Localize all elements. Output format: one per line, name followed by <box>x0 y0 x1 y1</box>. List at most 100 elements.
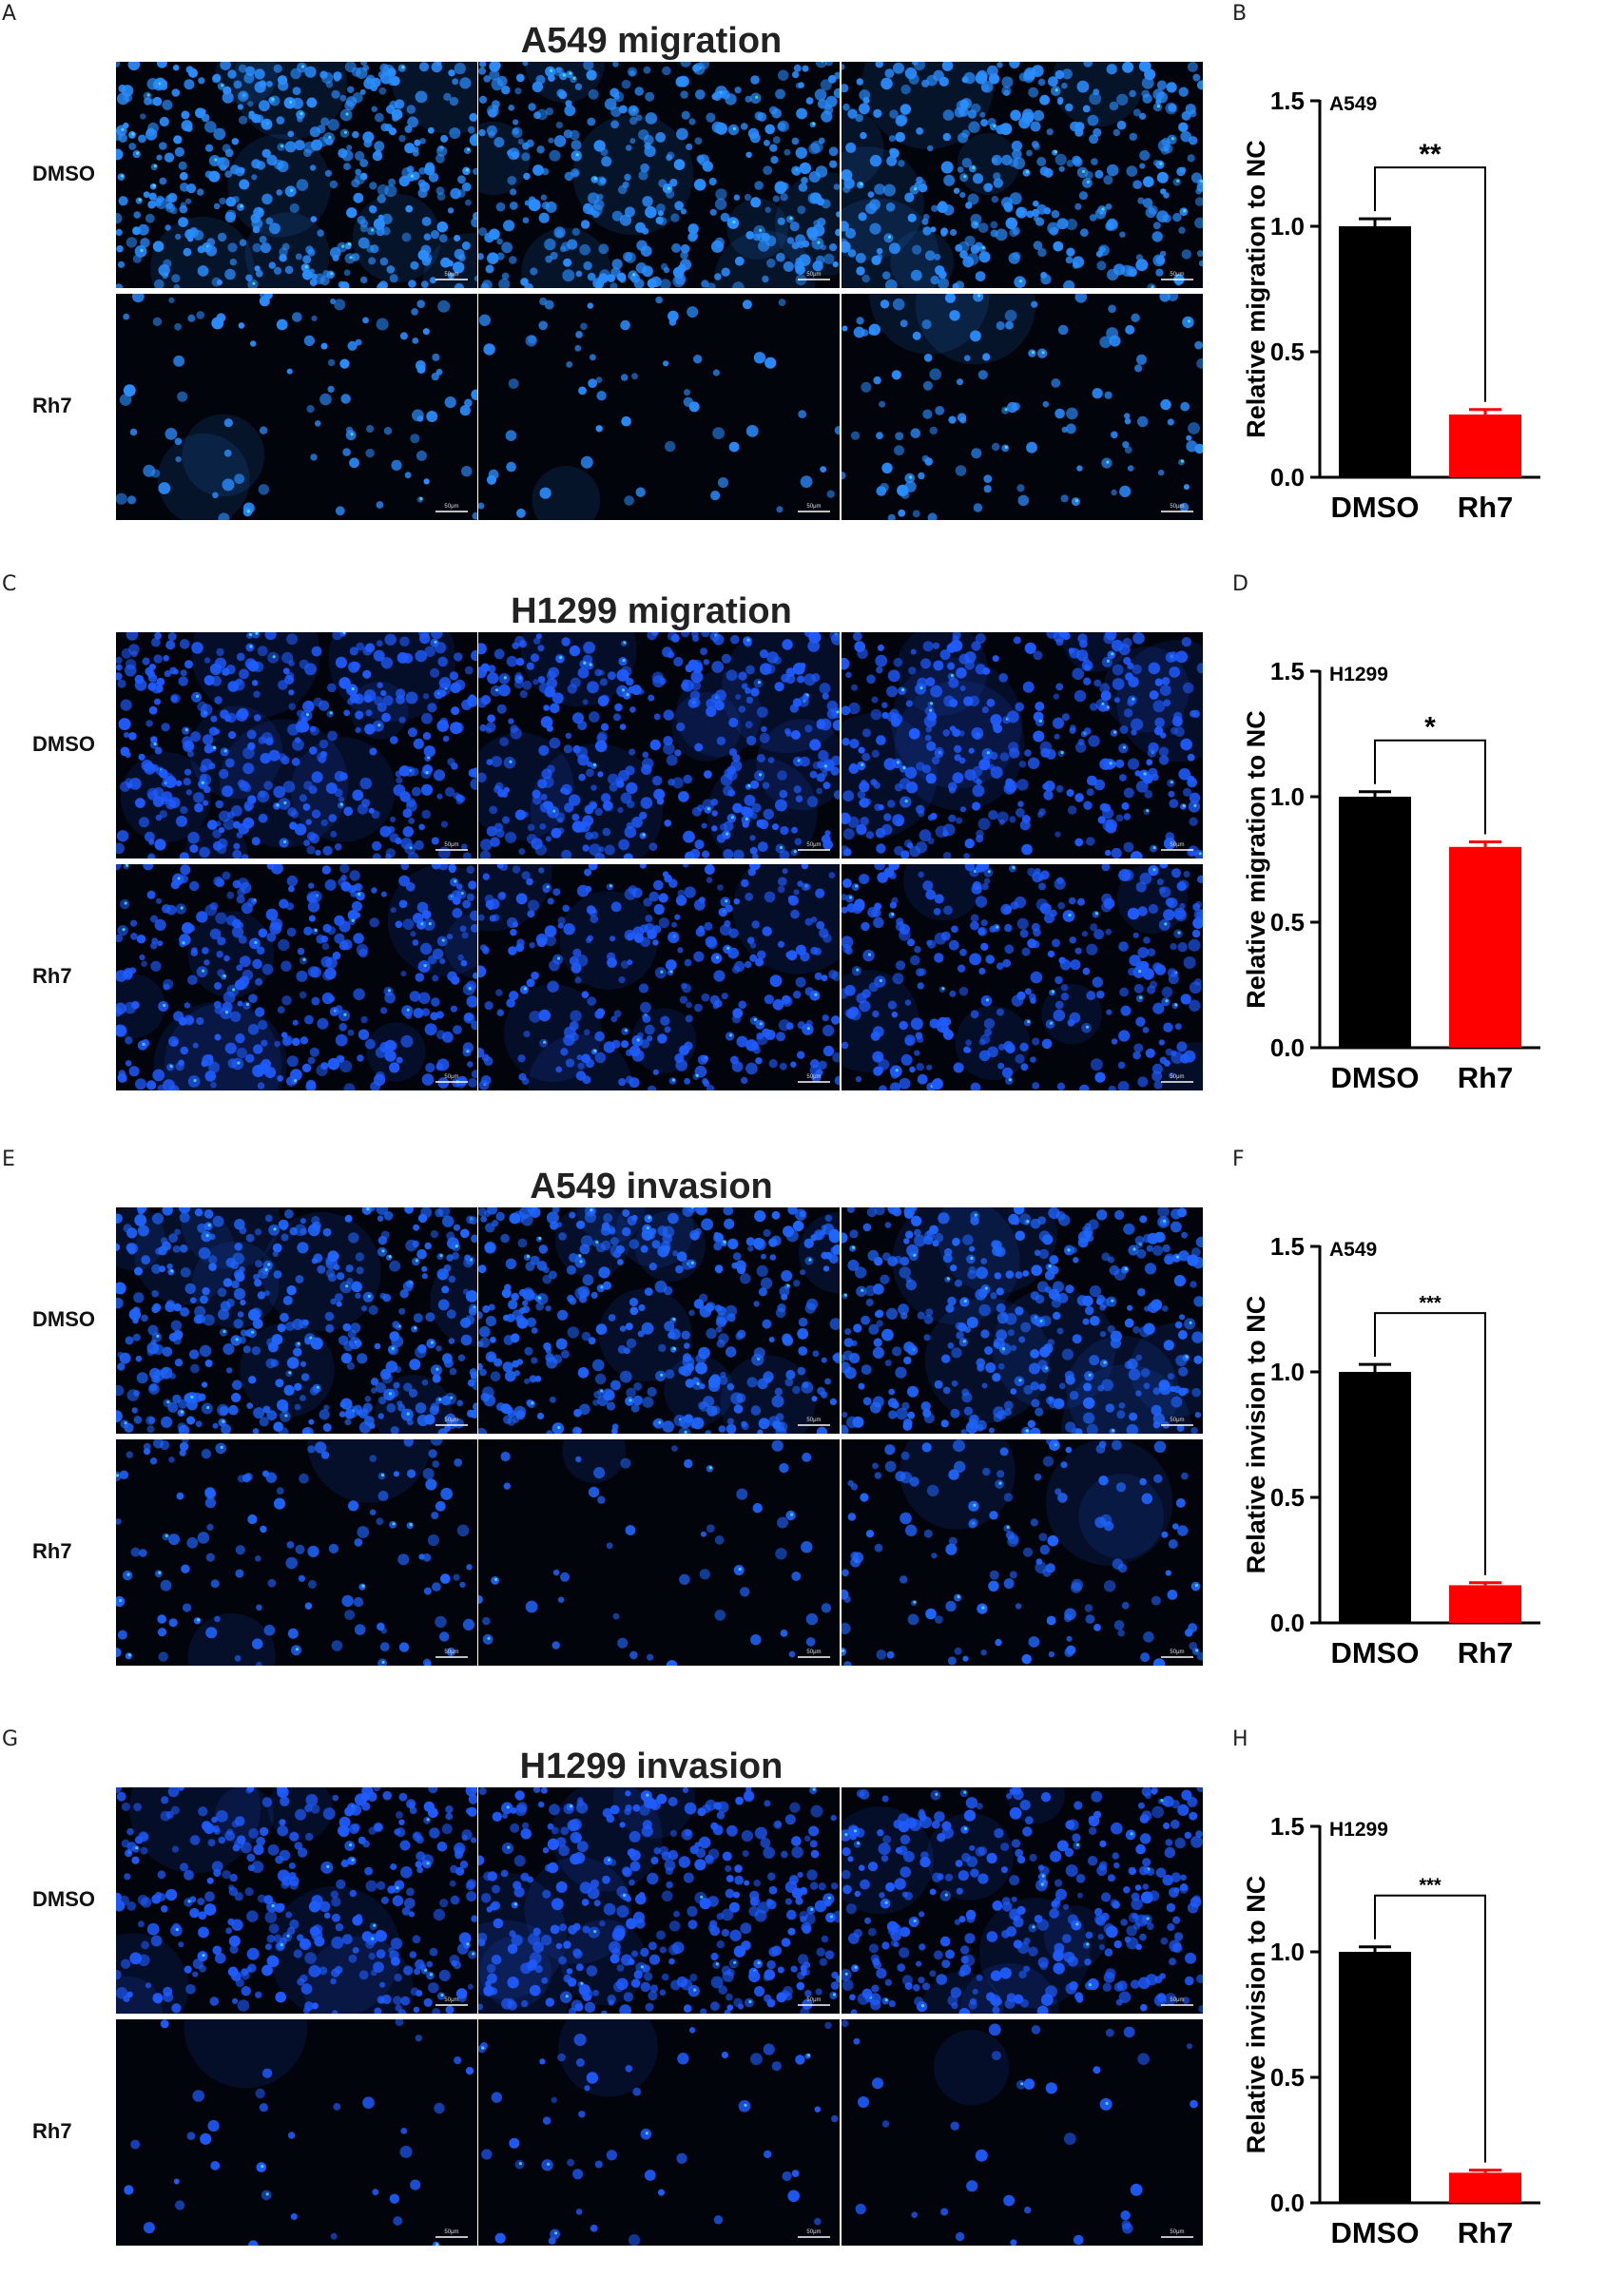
row-label-rh7: Rh7 <box>32 964 72 989</box>
y-axis-label: Relative invision to NC <box>1242 1296 1270 1574</box>
y-tick-label: 1.5 <box>1270 87 1305 115</box>
scale-bar-label: 50μm <box>444 842 458 848</box>
bar-rh7 <box>1449 847 1521 1048</box>
row-label-rh7: Rh7 <box>32 394 72 418</box>
microscopy-image: 50μm <box>478 864 840 1090</box>
panel-letter: H <box>1232 1727 1248 1751</box>
microscopy-image: 50μm <box>842 2019 1203 2246</box>
y-tick-label: 1.0 <box>1270 782 1305 811</box>
scale-bar-label: 50μm <box>806 272 821 278</box>
panel-letter: G <box>2 1727 18 1751</box>
panel-letter: F <box>1232 1148 1245 1171</box>
cell-line-annotation: A549 <box>1329 1239 1377 1261</box>
bar-dmso <box>1339 1952 1411 2203</box>
scale-bar-label: 50μm <box>444 1418 458 1423</box>
bar-dmso <box>1339 797 1411 1048</box>
x-tick-label: DMSO <box>1331 1636 1420 1669</box>
y-axis-label: Relative migration to NC <box>1242 140 1270 438</box>
x-tick-label: DMSO <box>1331 2216 1420 2249</box>
y-tick-label: 1.5 <box>1270 1812 1305 1841</box>
bar-dmso <box>1339 226 1411 477</box>
microscopy-image: 50μm <box>116 62 477 288</box>
row-label-dmso: DMSO <box>32 1307 95 1332</box>
scale-bar-label: 50μm <box>806 1074 821 1080</box>
scale-bar-label: 50μm <box>444 1074 458 1080</box>
y-axis-label: Relative migration to NC <box>1242 710 1270 1009</box>
microscopy-image: 50μm <box>116 2019 477 2246</box>
x-tick-label: Rh7 <box>1458 1636 1514 1669</box>
scale-bar-label: 50μm <box>1170 504 1184 510</box>
panel-title: H1299 migration <box>385 591 918 632</box>
x-tick-label: DMSO <box>1331 1061 1420 1094</box>
scale-bar-label: 50μm <box>806 2229 821 2235</box>
x-tick-label: Rh7 <box>1458 491 1514 524</box>
scale-bar-label: 50μm <box>1170 272 1184 278</box>
significance-marker: *** <box>1419 1876 1442 1897</box>
y-tick-label: 0.5 <box>1270 1483 1305 1512</box>
y-tick-label: 0.0 <box>1270 2189 1305 2217</box>
y-tick-label: 0.0 <box>1270 1033 1305 1062</box>
row-label-dmso: DMSO <box>32 732 95 757</box>
panel-title: A549 invasion <box>385 1167 918 1207</box>
row-label-dmso: DMSO <box>32 1887 95 1912</box>
microscopy-image: 50μm <box>116 1787 477 2014</box>
bar-rh7 <box>1449 1585 1521 1623</box>
scale-bar-label: 50μm <box>806 842 821 848</box>
microscopy-image: 50μm <box>478 1787 840 2014</box>
microscopy-image: 50μm <box>842 1787 1203 2014</box>
scale-bar-label: 50μm <box>1170 1997 1184 2003</box>
x-tick-label: DMSO <box>1331 491 1420 524</box>
panel-letter: B <box>1232 2 1247 26</box>
y-tick-label: 1.5 <box>1270 657 1305 685</box>
microscopy-image: 50μm <box>478 1439 840 1666</box>
panel-letter: D <box>1232 572 1248 596</box>
microscopy-image: 50μm <box>842 1439 1203 1666</box>
significance-marker: * <box>1424 712 1436 743</box>
scale-bar-label: 50μm <box>1170 1650 1184 1655</box>
microscopy-image: 50μm <box>116 294 477 520</box>
panel-title: A549 migration <box>385 21 918 62</box>
scale-bar-label: 50μm <box>1170 842 1184 848</box>
significance-marker: *** <box>1419 1293 1442 1314</box>
microscopy-image: 50μm <box>478 1207 840 1434</box>
scale-bar-label: 50μm <box>806 1650 821 1655</box>
scale-bar-label: 50μm <box>444 272 458 278</box>
microscopy-image: 50μm <box>116 864 477 1090</box>
y-tick-label: 0.0 <box>1270 1609 1305 1637</box>
bar-chart: Relative invision to NC 0.0 0.5 1.0 1.5 DMSO R… <box>1227 1184 1569 1716</box>
scale-bar-label: 50μm <box>806 1418 821 1423</box>
cell-line-annotation: H1299 <box>1329 1819 1388 1841</box>
x-tick-label: Rh7 <box>1458 1061 1514 1094</box>
panel-title: H1299 invasion <box>385 1746 918 1787</box>
y-axis-label: Relative invision to NC <box>1242 1876 1270 2154</box>
y-tick-label: 0.5 <box>1270 338 1305 366</box>
y-tick-label: 1.5 <box>1270 1232 1305 1261</box>
row-label-dmso: DMSO <box>32 162 95 186</box>
row-label-rh7: Rh7 <box>32 1539 72 1564</box>
scale-bar-label: 50μm <box>1170 2229 1184 2235</box>
scale-bar-label: 50μm <box>444 504 458 510</box>
bar-chart: Relative migration to NC0.00.51.01.5DMSO… <box>1227 38 1569 570</box>
panel-letter: C <box>2 572 16 596</box>
microscopy-image: 50μm <box>478 62 840 288</box>
y-tick-label: 0.0 <box>1270 463 1305 492</box>
y-tick-label: 1.0 <box>1270 1358 1305 1386</box>
scale-bar-label: 50μm <box>1170 1074 1184 1080</box>
bar-rh7 <box>1449 415 1521 477</box>
y-tick-label: 1.0 <box>1270 1938 1305 1966</box>
microscopy-image: 50μm <box>842 294 1203 520</box>
microscopy-image: 50μm <box>842 1207 1203 1434</box>
panel-letter: A <box>2 2 16 26</box>
microscopy-image: 50μm <box>842 62 1203 288</box>
microscopy-image: 50μm <box>478 2019 840 2246</box>
y-tick-label: 0.5 <box>1270 908 1305 936</box>
microscopy-image: 50μm <box>116 632 477 859</box>
scale-bar-label: 50μm <box>444 1650 458 1655</box>
scale-bar-label: 50μm <box>806 504 821 510</box>
microscopy-image: 50μm <box>478 632 840 859</box>
row-label-rh7: Rh7 <box>32 2119 72 2144</box>
cell-line-annotation: H1299 <box>1329 664 1388 685</box>
bar-rh7 <box>1449 2172 1521 2203</box>
scale-bar-label: 50μm <box>1170 1418 1184 1423</box>
